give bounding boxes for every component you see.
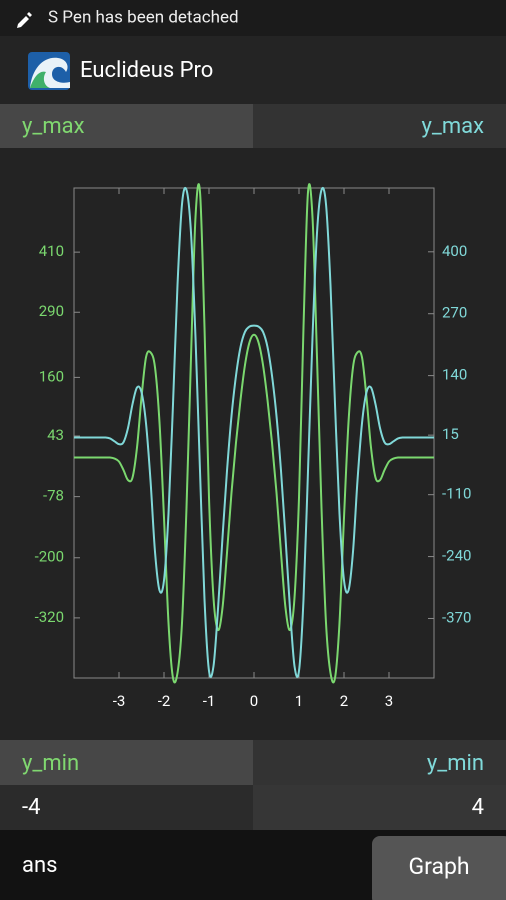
y-min-right-label: y_min — [427, 751, 484, 776]
y-min-right-field[interactable] — [253, 740, 506, 785]
status-bar — [0, 0, 506, 36]
app-icon — [28, 52, 70, 90]
y-tick-label: -200 — [35, 548, 64, 566]
y-tick-label: 160 — [39, 367, 64, 385]
y-tick-label: -370 — [442, 608, 471, 626]
y-tick-label: 400 — [442, 242, 467, 260]
status-text: S Pen has been detached — [48, 7, 239, 27]
graph-button-label[interactable]: Graph — [408, 853, 469, 880]
range-right-field[interactable] — [253, 785, 506, 830]
app-bar — [0, 36, 506, 104]
y-tick-label: -320 — [35, 608, 64, 626]
y-max-left-label: y_max — [22, 114, 85, 139]
graph-button[interactable] — [372, 836, 506, 900]
y-tick-label: -240 — [442, 547, 471, 565]
y-max-right-label: y_max — [421, 114, 484, 139]
range-left-field[interactable] — [0, 785, 253, 830]
y-tick-label: 270 — [442, 304, 467, 322]
pen-icon — [17, 12, 32, 28]
chart: -3 -2 -1 0 1 2 3 410 290 160 43 -78 -200 -320 400 270 14… — [35, 183, 471, 710]
x-tick-label: -1 — [203, 692, 216, 710]
y-min-left-label: y_min — [22, 751, 79, 776]
x-tick-label: 3 — [385, 692, 393, 710]
y-tick-label: -78 — [43, 487, 64, 505]
x-tick-label: 0 — [250, 692, 258, 710]
x-tick-label: 2 — [340, 692, 348, 710]
y-max-right-field[interactable] — [253, 104, 506, 148]
y-max-left-field[interactable] — [0, 104, 253, 148]
x-tick-label: -3 — [113, 692, 126, 710]
x-tick-label: -2 — [158, 692, 171, 710]
y-tick-label: -110 — [442, 485, 471, 503]
y-tick-label: 410 — [39, 242, 64, 260]
y-min-left-field[interactable] — [0, 740, 253, 785]
y-tick-label: 290 — [39, 302, 64, 320]
range-left-value: -4 — [22, 795, 40, 820]
app-title: Euclideus Pro — [80, 58, 213, 83]
expression-input[interactable]: ans — [22, 853, 57, 878]
x-tick-label: 1 — [295, 692, 303, 710]
curve — [73, 186, 434, 678]
y-tick-label: 43 — [47, 426, 64, 444]
y-tick-label: 15 — [442, 425, 459, 443]
chart-area — [0, 148, 506, 740]
y-tick-label: 140 — [442, 366, 467, 384]
curve — [73, 183, 435, 684]
range-right-value: 4 — [472, 795, 484, 820]
